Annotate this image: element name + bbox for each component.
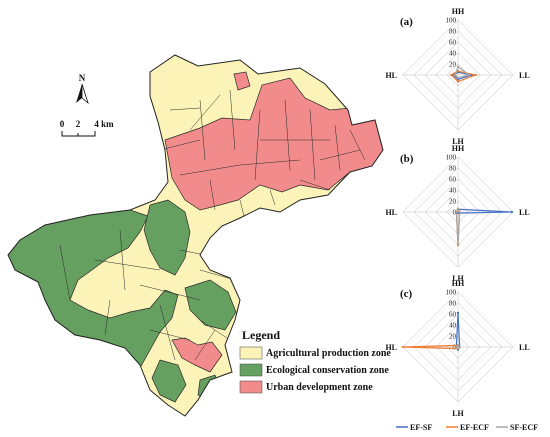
radar-axis-label-ll: LL	[519, 71, 530, 80]
ecological-zone-south	[184, 279, 237, 331]
radar-point-sf-ecf	[458, 210, 461, 214]
chart-legend-item-ef-ecf: EF-ECF	[446, 423, 489, 432]
radar-axis-label-hh: HH	[452, 279, 465, 288]
chart-legend-label: SF-ECF	[510, 423, 538, 432]
radar-point-ef-ecf	[456, 80, 460, 83]
radar-tick-label: 80	[449, 28, 457, 36]
radar-point-ef-ecf	[401, 345, 405, 349]
map	[7, 54, 384, 417]
radar-tick-label: 0	[453, 209, 457, 217]
radar-point-sf-ecf	[458, 345, 461, 349]
scale-tick-4: 4 km	[94, 119, 114, 129]
chart-legend-item-sf-ecf: SF-ECF	[496, 423, 538, 432]
legend-label-ecological: Ecological conservation zone	[266, 365, 389, 376]
radar-point-sf-ecf	[456, 208, 460, 211]
radar-axis-label-ll: LL	[519, 343, 530, 352]
legend-item-ecological: Ecological conservation zone	[239, 363, 389, 377]
legend: Legend Agricultural production zone Ecol…	[239, 328, 391, 394]
scale-bar: 0 2 4 km	[60, 119, 114, 137]
chart-legend-label: EF-ECF	[460, 423, 489, 432]
legend-item-urban: Urban development zone	[239, 380, 373, 394]
scale-tick-2: 2	[76, 119, 81, 129]
radar-axis-label-hl: HL	[385, 343, 397, 352]
radar-point-ef-ecf	[456, 69, 460, 73]
radar-point-ef-sf	[510, 210, 514, 214]
legend-label-urban: Urban development zone	[266, 382, 373, 393]
north-arrow: N	[76, 73, 89, 105]
north-arrow-left-icon	[76, 84, 82, 103]
radar-tick-label: 60	[449, 39, 457, 47]
legend-swatch-agricultural	[239, 346, 263, 360]
radar-tick-label: 40	[449, 187, 457, 195]
north-letter: N	[79, 73, 86, 83]
legend-item-agricultural: Agricultural production zone	[239, 346, 391, 360]
radar-tick-label: 100	[446, 154, 457, 162]
radar-point-ef-ecf	[474, 73, 477, 77]
radar-point-sf-ecf	[454, 73, 457, 77]
radar-tick-label: 40	[449, 322, 457, 330]
legend-swatch-urban	[239, 380, 263, 394]
chart-legend: EF-SF EF-ECF SF-ECF	[396, 423, 538, 432]
ecological-zone-southeast	[151, 359, 187, 403]
legend-title: Legend	[242, 328, 280, 342]
radar-point-ef-sf	[456, 78, 460, 81]
north-arrow-right-icon	[81, 83, 89, 105]
chart-legend-item-ef-sf: EF-SF	[396, 423, 432, 432]
radar-tick-label: 60	[449, 176, 457, 184]
ecological-zone-center	[143, 199, 191, 276]
radar-tick-label: 20	[449, 61, 457, 69]
legend-swatch-ecological	[239, 363, 263, 377]
radar-tick-label: 80	[449, 165, 457, 173]
radar-axis-label-hl: HL	[385, 208, 397, 217]
radar-axis-label-hh: HH	[452, 7, 465, 16]
radar-point-sf-ecf	[456, 344, 460, 347]
radar-point-sf-ecf	[467, 73, 471, 77]
radar-point-sf-ecf	[455, 210, 458, 214]
radar-axis-label-ll: LL	[519, 208, 530, 217]
radar-point-sf-ecf	[456, 65, 460, 68]
radar-point-sf-ecf	[456, 76, 460, 79]
radar-axis-label-hh: HH	[452, 144, 465, 153]
radar-tick-label: 20	[449, 333, 457, 341]
radar-point-sf-ecf	[456, 242, 460, 246]
radar-axis-label-lh: LH	[452, 409, 464, 418]
radar-tick-label: 0	[453, 344, 457, 352]
radar-point-ef-sf	[456, 311, 460, 315]
urban-zone-north-small	[233, 71, 251, 91]
radar-axis-label-hl: HL	[385, 71, 397, 80]
radar-point-sf-ecf	[456, 347, 460, 350]
scale-tick-0: 0	[60, 119, 65, 129]
radar-point-sf-ecf	[455, 345, 458, 349]
radar-tick-label: 20	[449, 198, 457, 206]
legend-label-agricultural: Agricultural production zone	[266, 348, 391, 359]
radar-tick-label: 60	[449, 311, 457, 319]
radar-series-ef-sf	[455, 208, 512, 214]
chart-legend-label: EF-SF	[410, 423, 432, 432]
radar-panel-label: (b)	[400, 153, 414, 165]
radar-tick-label: 100	[446, 289, 457, 297]
radar-axis-label-lh: LH	[452, 274, 464, 283]
radar-point-ef-ecf	[450, 73, 453, 77]
radar-tick-label: 100	[446, 17, 457, 25]
urban-zone-south	[171, 337, 223, 373]
radar-tick-label: 40	[449, 50, 457, 58]
radar-axis-label-lh: LH	[452, 137, 464, 146]
radar-panel-label: (a)	[400, 16, 413, 28]
radar-tick-label: 80	[449, 300, 457, 308]
radar-panel-label: (c)	[400, 288, 413, 300]
